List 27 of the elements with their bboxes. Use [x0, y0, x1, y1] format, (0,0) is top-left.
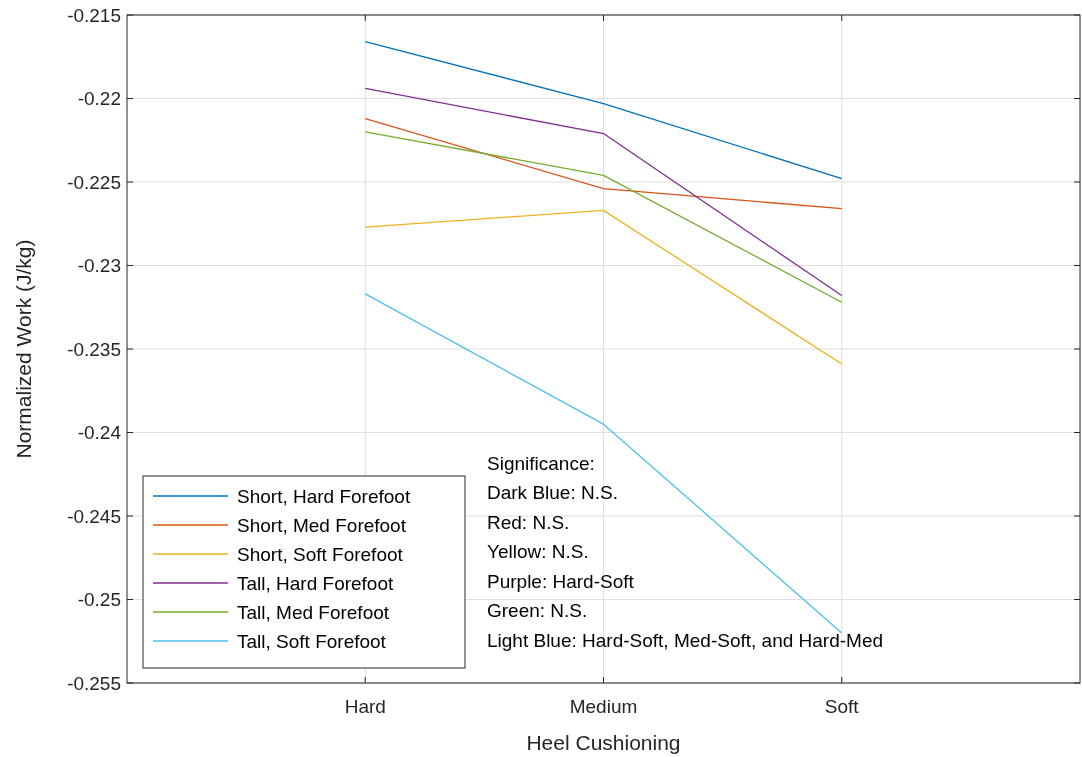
- legend-label: Short, Med Forefoot: [237, 514, 407, 536]
- y-tick-label: -0.225: [67, 171, 121, 193]
- x-tick-label: Soft: [824, 696, 860, 717]
- x-axis-title: Heel Cushioning: [526, 731, 681, 754]
- annotation: Light Blue: Hard-Soft, Med-Soft, and Hard-Med: [487, 629, 884, 651]
- x-tick-label: Hard: [344, 696, 386, 717]
- y-tick-label: -0.235: [67, 338, 121, 360]
- legend-label: Tall, Med Forefoot: [237, 601, 390, 623]
- annotation: Significance:: [487, 452, 595, 474]
- y-tick-label: -0.22: [77, 88, 121, 110]
- y-axis-title: Normalized Work (J/kg): [12, 239, 35, 459]
- legend-label: Tall, Hard Forefoot: [237, 572, 395, 594]
- annotation: Green: N.S.: [487, 600, 588, 622]
- annotation: Red: N.S.: [487, 511, 570, 533]
- annotation: Yellow: N.S.: [487, 541, 589, 563]
- legend-label: Short, Soft Forefoot: [237, 543, 404, 565]
- y-tick-label: -0.24: [77, 422, 122, 444]
- y-tick-label: -0.215: [67, 4, 121, 26]
- legend-label: Tall, Soft Forefoot: [237, 630, 387, 652]
- y-tick-label: -0.245: [67, 505, 121, 527]
- annotation: Dark Blue: N.S.: [487, 482, 618, 504]
- y-tick-label: -0.25: [77, 589, 121, 611]
- y-tick-label: -0.255: [67, 672, 121, 694]
- x-tick-label: Medium: [569, 696, 638, 717]
- legend-label: Short, Hard Forefoot: [237, 485, 411, 507]
- y-tick-label: -0.23: [77, 255, 121, 277]
- annotation: Purple: Hard-Soft: [487, 570, 635, 592]
